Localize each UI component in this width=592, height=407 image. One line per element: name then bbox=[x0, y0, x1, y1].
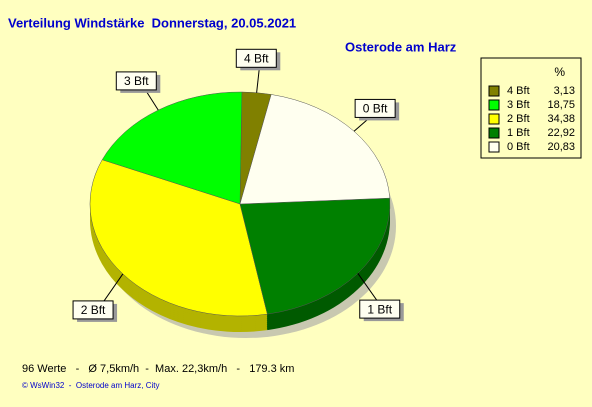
legend-label: 2 Bft bbox=[507, 113, 530, 125]
legend-swatch bbox=[488, 99, 500, 111]
slice bbox=[101, 91, 243, 205]
legend-label: 0 Bft bbox=[507, 141, 530, 153]
legend-value: 3,13 bbox=[554, 85, 575, 97]
legend-swatch bbox=[488, 127, 500, 139]
legend-header: % bbox=[554, 65, 565, 79]
legend-label: 4 Bft bbox=[507, 85, 530, 97]
label-box bbox=[115, 71, 157, 91]
legend-value: 22,92 bbox=[547, 127, 575, 139]
footer: 96 Werte - Ø 7,5km/h - Max. 22,3km/h - 1… bbox=[22, 363, 294, 375]
legend-label: 3 Bft bbox=[507, 99, 530, 111]
chart-subtitle: Osterode am Harz bbox=[345, 39, 457, 54]
label-box bbox=[359, 299, 401, 319]
legend-value: 34,38 bbox=[547, 113, 575, 125]
credit: © WsWin32 - Osterode am Harz, City bbox=[22, 381, 159, 390]
slice-label: 4 Bft bbox=[244, 51, 269, 65]
slice-label: 2 Bft bbox=[81, 303, 106, 317]
chart-title: Verteilung Windstärke Donnerstag, 20.05.… bbox=[8, 15, 296, 30]
slice-label: 1 Bft bbox=[367, 302, 392, 316]
slice-label: 0 Bft bbox=[363, 102, 388, 116]
slice bbox=[89, 159, 268, 317]
label-box bbox=[72, 300, 114, 320]
legend-value: 20,83 bbox=[547, 141, 575, 153]
legend-label: 1 Bft bbox=[507, 127, 530, 139]
legend-value: 18,75 bbox=[547, 99, 575, 111]
legend-swatch bbox=[488, 141, 500, 153]
legend-swatch bbox=[488, 85, 500, 97]
legend-swatch bbox=[488, 113, 500, 125]
slice-label: 3 Bft bbox=[124, 74, 149, 88]
label-box bbox=[235, 48, 277, 68]
label-box bbox=[354, 98, 396, 118]
